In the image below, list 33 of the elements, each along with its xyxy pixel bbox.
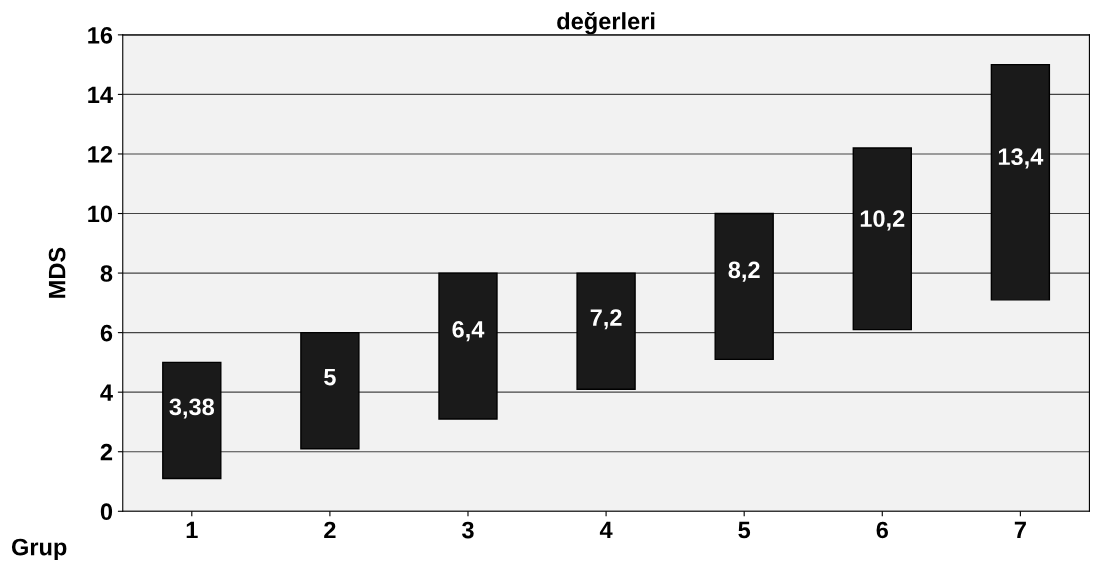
bar xyxy=(990,63,1051,301)
x-axis-title: Grup xyxy=(11,538,67,561)
bar xyxy=(438,272,498,420)
x-tick-label: 5 xyxy=(738,521,751,539)
annotation: 7,2 xyxy=(590,309,622,330)
x-tick-label: 4 xyxy=(599,521,613,539)
y-tick-label: 6 xyxy=(100,324,113,342)
annotation: 3,38 xyxy=(169,398,215,419)
annotation: 8,2 xyxy=(728,261,760,282)
y-tick-label: 0 xyxy=(100,503,113,521)
x-tick-label: 7 xyxy=(1014,521,1026,539)
bar xyxy=(852,147,912,331)
bar xyxy=(162,361,222,480)
y-tick-label: 8 xyxy=(100,265,113,282)
annotation: 5 xyxy=(324,368,336,386)
y-tick-label: 10 xyxy=(88,205,113,223)
x-tick-label: 6 xyxy=(876,521,888,539)
bar xyxy=(714,212,774,361)
bar xyxy=(300,331,360,450)
annotation: 10,2 xyxy=(860,210,905,231)
annotation: 6,4 xyxy=(452,321,485,342)
y-axis-title: MDS xyxy=(48,247,66,298)
y-tick-label: 2 xyxy=(100,443,113,461)
y-tick-label: 4 xyxy=(100,384,113,401)
bar xyxy=(576,272,636,390)
x-tick-label: 3 xyxy=(461,521,474,539)
x-tick-label: 2 xyxy=(324,521,336,539)
x-tick-label: 1 xyxy=(186,521,198,539)
y-tick-label: 14 xyxy=(88,86,113,103)
y-tick-label: 12 xyxy=(88,146,113,163)
annotation: 13,4 xyxy=(998,148,1044,169)
y-tick-label: 16 xyxy=(88,26,113,44)
chart-title: değerleri xyxy=(557,11,655,35)
